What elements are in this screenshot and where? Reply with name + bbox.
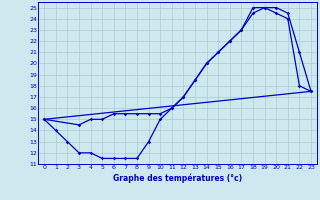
X-axis label: Graphe des températures (°c): Graphe des températures (°c) — [113, 173, 242, 183]
